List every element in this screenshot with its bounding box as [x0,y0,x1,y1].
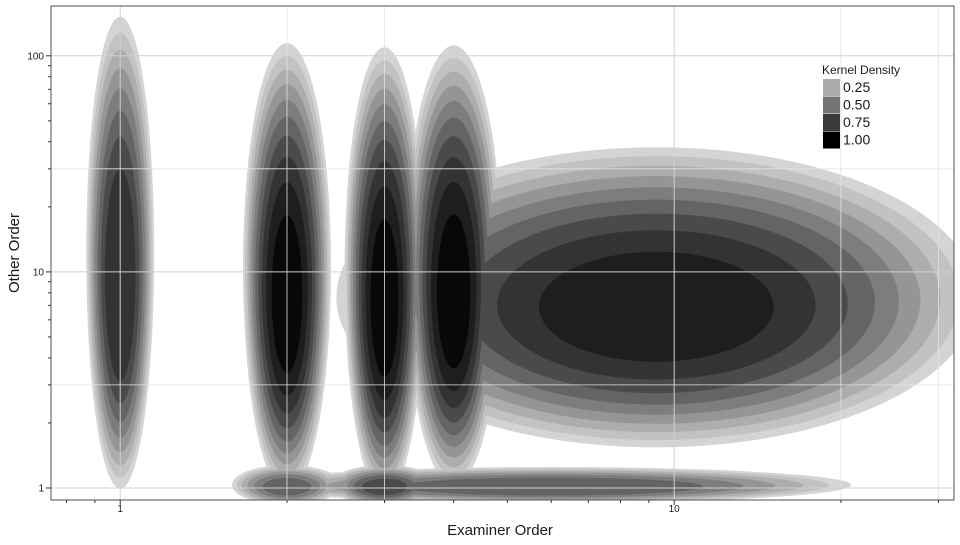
x-tick-label: 1 [117,504,123,515]
legend-swatch [823,114,840,131]
x-tick-label: 10 [669,504,681,515]
axes: 1 10 1 10 100 [27,51,939,515]
y-tick-label: 10 [33,267,45,278]
legend-label: 0.75 [843,114,870,130]
legend-label: 0.50 [843,97,870,113]
legend-label: 1.00 [843,132,870,148]
legend: Kernel Density 0.25 0.500.75 1.00 [822,63,900,149]
legend-swatch [823,96,840,114]
density-contours [86,16,954,500]
contour-shape [539,251,774,362]
y-axis-label: Other Order [6,213,23,293]
y-tick-label: 100 [27,51,44,62]
legend-swatch [823,131,840,149]
grid-lines [51,6,954,500]
y-tick-label: 1 [38,484,44,495]
plot-frame [50,5,955,501]
legend-label: 0.25 [843,79,870,95]
x-axis-label: Examiner Order [447,522,553,539]
legend-title: Kernel Density [822,63,900,77]
contour-shape [436,214,471,369]
legend-entries: 0.25 0.500.75 1.00 [823,79,870,149]
legend-swatch [823,79,840,96]
contour-shape [399,477,704,496]
